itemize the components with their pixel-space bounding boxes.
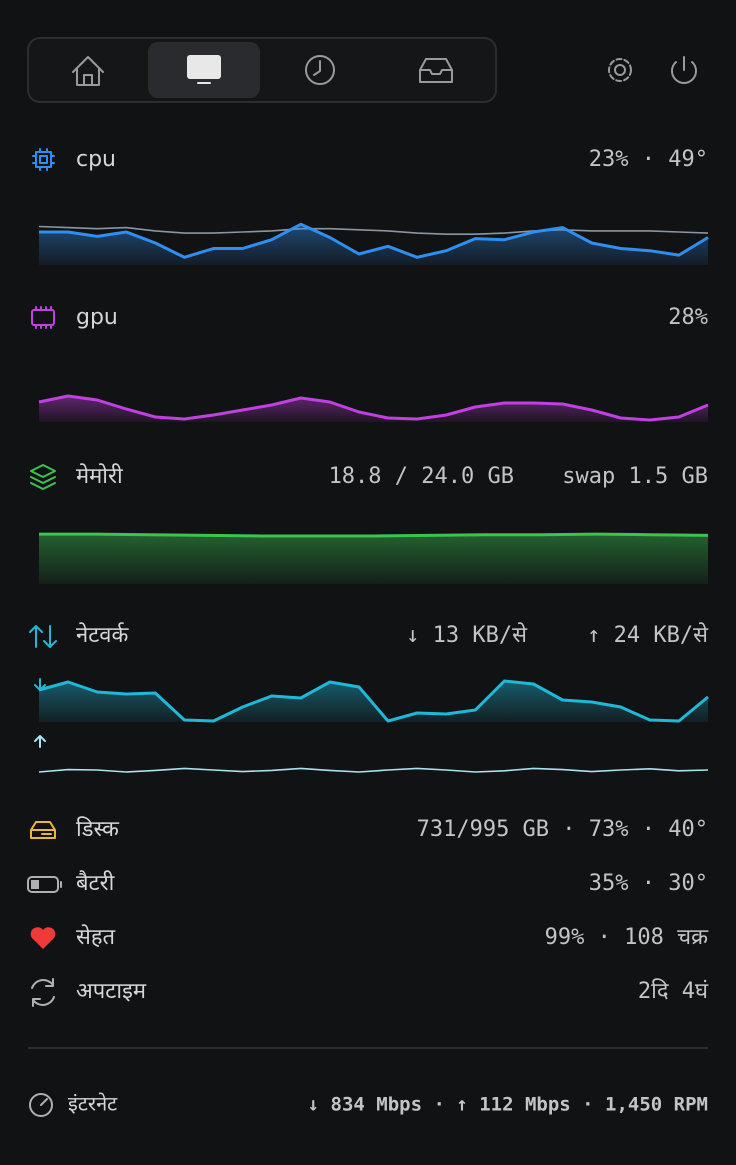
- download-value: ↓ 13 KB/से: [406, 622, 528, 648]
- home-button[interactable]: [72, 56, 104, 86]
- settings-button[interactable]: [608, 58, 632, 82]
- sparkline-area: [39, 681, 708, 722]
- disk-icon: [30, 821, 56, 839]
- network-icon: [29, 625, 57, 648]
- sparkline-area: [39, 396, 708, 422]
- sparkline: [38, 394, 709, 422]
- internet-label: इंटरनेट: [68, 1092, 118, 1116]
- memory-value: 18.8 / 24.0 GB: [329, 464, 514, 489]
- nav-bar: [27, 37, 497, 103]
- cpu-label: cpu: [76, 147, 116, 172]
- cpu-icon: [32, 148, 55, 171]
- sparkline: [38, 679, 709, 723]
- monitor-button[interactable]: [187, 55, 221, 84]
- health-value: 99% · 108 चक्र: [545, 925, 709, 950]
- memory-icon: [30, 464, 56, 490]
- disk-value: 731/995 GB · 73% · 40°: [417, 817, 708, 842]
- sparkline: [38, 767, 709, 773]
- gpu-icon: [31, 306, 55, 329]
- network-label: नेटवर्क: [76, 622, 130, 648]
- health-icon: [30, 927, 56, 949]
- uptime-value: 2दि 4घं: [638, 978, 709, 1004]
- memory-label: मेमोरी: [76, 463, 123, 489]
- sparkline-area: [39, 534, 708, 584]
- uptime-icon: [31, 978, 55, 1007]
- gpu-value: 28%: [668, 305, 708, 330]
- sparkline: [39, 532, 709, 538]
- clock-button[interactable]: [305, 55, 335, 85]
- internet-value: ↓ 834 Mbps · ↑ 112 Mbps · 1,450 RPM: [308, 1094, 708, 1116]
- sparkline: [39, 222, 709, 259]
- sparkline-area: [39, 224, 708, 265]
- battery-value: 35% · 30°: [589, 871, 708, 896]
- health-label: सेहत: [76, 924, 116, 950]
- cpu-value: 23% · 49°: [589, 147, 708, 172]
- swap-value: swap 1.5 GB: [562, 464, 708, 489]
- battery-icon: [27, 876, 62, 893]
- upload-value: ↑ 24 KB/से: [587, 622, 709, 648]
- uptime-label: अपटाइम: [76, 979, 147, 1004]
- inbox-button[interactable]: [419, 58, 453, 83]
- power-button[interactable]: [671, 56, 697, 84]
- internet-icon: [29, 1093, 53, 1117]
- up-arrow: [34, 735, 46, 748]
- disk-label: डिस्क: [76, 816, 120, 842]
- sparkline: [38, 225, 709, 235]
- battery-label: बैटरी: [76, 870, 115, 896]
- gpu-label: gpu: [76, 305, 118, 330]
